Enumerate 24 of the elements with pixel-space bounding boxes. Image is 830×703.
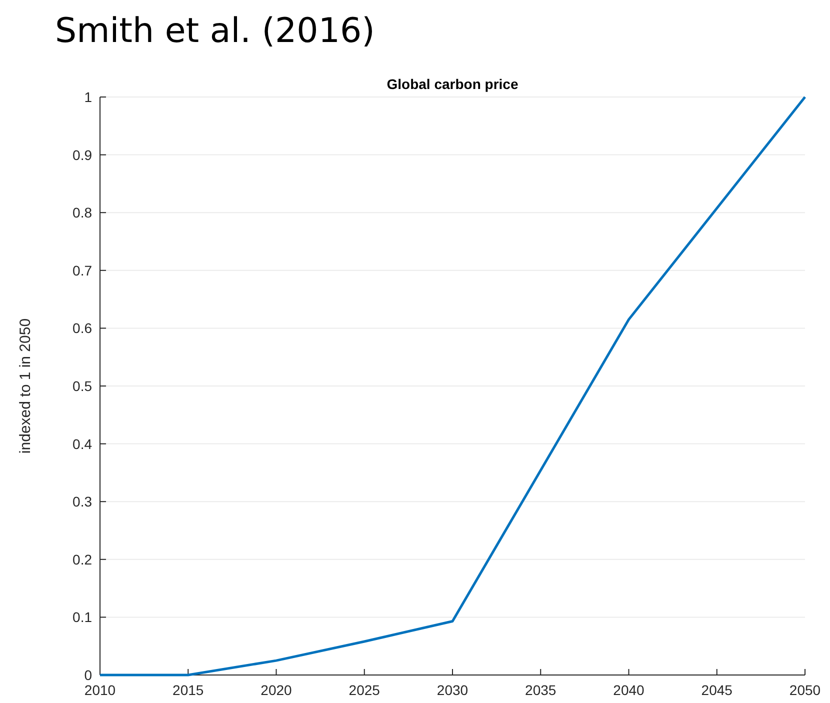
y-tick-label: 0.7 (72, 262, 92, 278)
x-tick-label: 2020 (260, 682, 292, 698)
y-axis-title: indexed to 1 in 2050 (17, 318, 34, 454)
y-tick-label: 0.2 (72, 551, 92, 568)
y-tick-label: 0.8 (72, 204, 92, 221)
y-tick-label: 0.1 (72, 609, 92, 626)
y-tick-label: 0.6 (72, 320, 92, 336)
y-tick-label: 0.3 (72, 494, 92, 510)
y-tick-label: 1 (84, 89, 92, 105)
x-tick-label: 2040 (613, 682, 645, 698)
x-tick-label: 2030 (436, 682, 468, 698)
x-tick-label: 2015 (172, 682, 204, 698)
y-tick-label: 0.5 (72, 378, 92, 394)
chart-subtitle: Global carbon price (386, 76, 518, 92)
y-tick-label: 0 (84, 667, 92, 683)
x-tick-label: 2045 (701, 682, 733, 698)
x-tick-label: 2050 (789, 682, 821, 698)
x-tick-label: 2025 (348, 682, 380, 698)
x-tick-label: 2010 (84, 682, 116, 698)
x-tick-label: 2035 (525, 682, 556, 698)
chart-title: Smith et al. (2016) (55, 11, 375, 51)
y-tick-label: 0.9 (72, 146, 92, 163)
y-tick-label: 0.4 (72, 436, 92, 452)
line-series (98, 96, 806, 676)
